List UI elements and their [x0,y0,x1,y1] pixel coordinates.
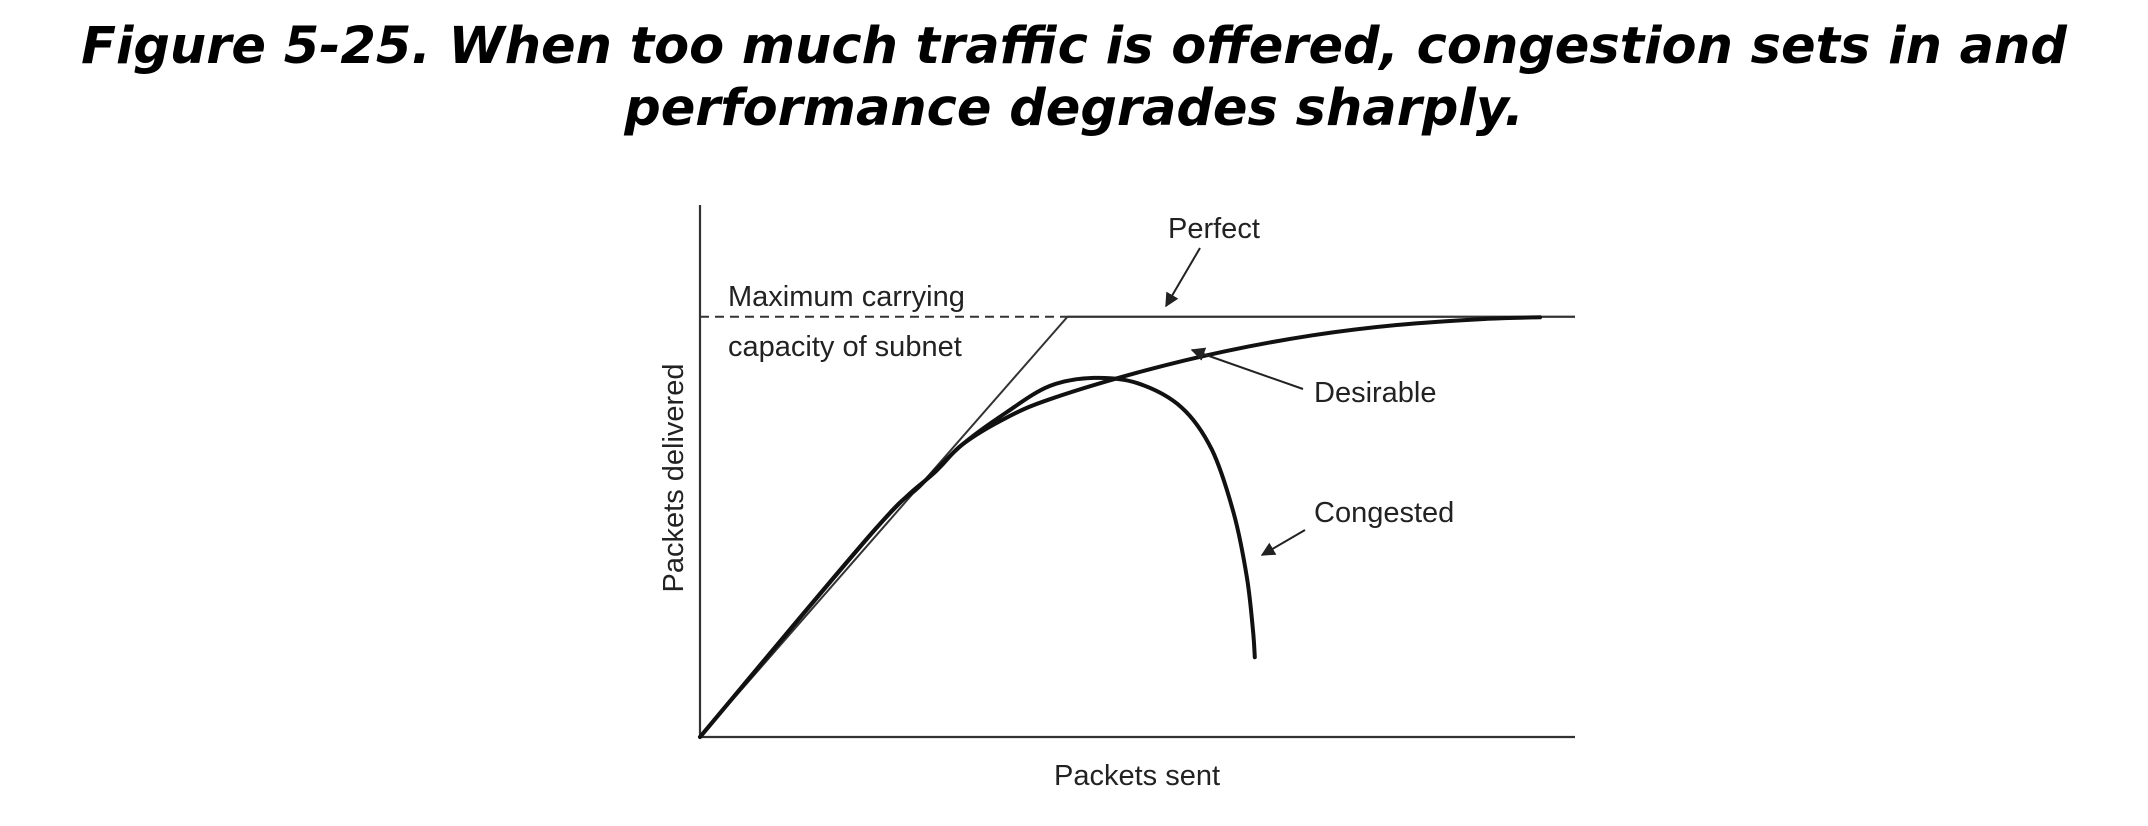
annotation-desirable: Desirable [1314,377,1437,409]
capacity-label-line-1: Maximum carrying [728,281,965,313]
caption-line-1: Figure 5-25. When too much traffic is of… [81,17,2067,76]
annotation-congested: Congested [1314,497,1454,529]
capacity-label-line-2: capacity of subnet [728,331,962,363]
y-axis-label: Packets delivered [658,364,690,593]
annotation-perfect: Perfect [1168,213,1260,245]
annotation-perfect-arrow [1165,247,1201,308]
annotation-congested-arrow [1260,529,1306,556]
series-perfect-line [699,315,1575,738]
figure-caption: Figure 5-25. When too much traffic is of… [0,16,2148,140]
series-congested-curve [698,375,1257,739]
x-axis-label: Packets sent [1054,760,1220,792]
caption-line-2: performance degrades sharply. [624,79,1524,138]
annotation-desirable-arrow [1190,347,1304,390]
